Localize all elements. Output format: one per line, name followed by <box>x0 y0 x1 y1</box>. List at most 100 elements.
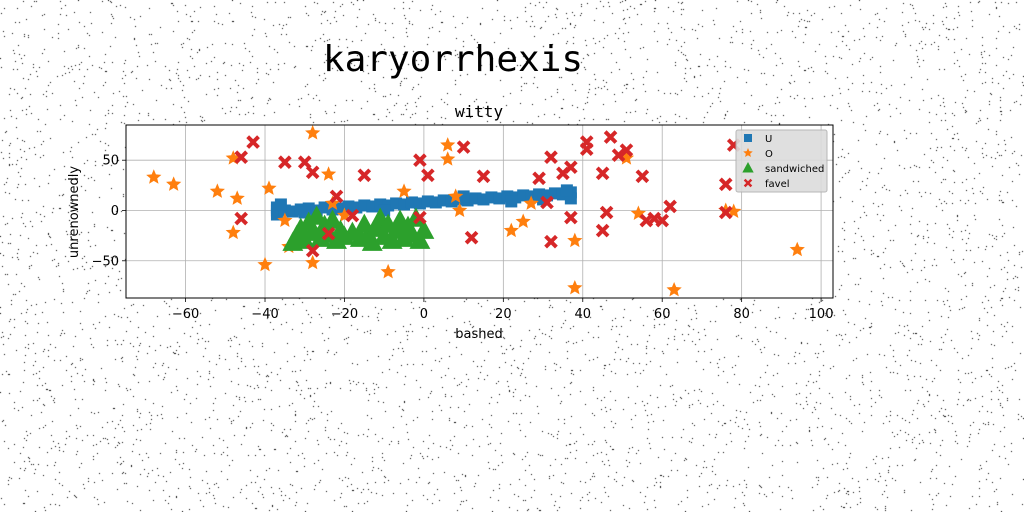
x-tick-label: −20 <box>331 307 358 322</box>
legend-frame <box>735 129 828 193</box>
x-tick-label: 40 <box>574 307 591 322</box>
data-point <box>413 219 435 239</box>
y-tick-label: 50 <box>102 154 119 169</box>
data-point <box>595 166 610 181</box>
data-point <box>246 135 260 149</box>
x-tick-label: 0 <box>420 307 428 322</box>
data-point <box>278 155 292 170</box>
data-point <box>396 183 412 198</box>
data-point <box>452 202 468 217</box>
legend-label: sandwiched <box>765 164 824 175</box>
data-point <box>234 150 248 164</box>
x-tick-label: 60 <box>654 307 671 322</box>
data-point <box>380 263 396 279</box>
data-point <box>282 231 304 251</box>
data-point <box>320 166 337 181</box>
data-point <box>305 254 321 270</box>
x-tick-label: −40 <box>251 307 278 322</box>
x-tick-label: 80 <box>733 307 750 322</box>
data-point <box>564 160 578 175</box>
data-point <box>567 232 583 248</box>
data-point <box>166 176 182 191</box>
data-point <box>655 213 670 228</box>
data-point <box>544 234 558 249</box>
data-point <box>564 210 578 225</box>
x-tick-label: −60 <box>172 307 199 322</box>
data-point <box>666 281 682 297</box>
data-point <box>635 169 650 184</box>
data-point <box>329 189 344 204</box>
data-point <box>599 205 614 220</box>
data-point <box>448 188 464 203</box>
data-point <box>421 168 435 183</box>
data-point <box>413 210 427 225</box>
data-point <box>297 155 312 170</box>
data-point <box>225 224 241 240</box>
data-point <box>567 279 583 295</box>
data-point <box>345 208 360 223</box>
chart-suptitle: karyorrhexis <box>323 39 583 80</box>
legend-label: O <box>765 149 773 160</box>
data-point <box>209 183 225 198</box>
data-point <box>405 207 427 227</box>
legend-marker <box>742 162 754 173</box>
data-point <box>305 125 321 140</box>
data-point <box>503 222 519 238</box>
data-point <box>234 211 248 226</box>
series-3 <box>282 205 435 251</box>
data-point <box>523 195 539 210</box>
legend-marker <box>743 148 753 158</box>
data-marks <box>146 125 805 297</box>
legend-label: U <box>765 134 772 145</box>
plot-frame <box>125 124 834 299</box>
data-point <box>413 153 427 167</box>
x-axis-label: bashed <box>455 327 502 342</box>
data-point <box>146 169 162 184</box>
data-point <box>540 195 554 210</box>
data-point <box>579 142 594 156</box>
y-axis-label: unrenownedly <box>67 166 82 258</box>
data-point <box>505 195 518 208</box>
series-4 <box>234 130 741 258</box>
data-point <box>456 140 471 154</box>
data-point <box>515 213 531 229</box>
x-tick-label: 20 <box>495 307 512 322</box>
data-point <box>409 229 431 249</box>
data-point <box>718 205 733 220</box>
data-point <box>277 212 293 228</box>
data-point <box>357 168 372 183</box>
y-tick-label: −50 <box>92 254 119 269</box>
data-point <box>261 180 277 195</box>
data-point <box>361 231 383 251</box>
data-point <box>619 143 634 157</box>
data-point <box>322 209 343 229</box>
chart-title: witty <box>455 102 504 121</box>
data-point <box>560 184 573 197</box>
data-point <box>464 230 479 245</box>
data-point <box>603 130 618 144</box>
data-point <box>440 151 456 166</box>
data-point <box>595 223 610 238</box>
data-point <box>476 169 491 184</box>
axis-ticks: −60 −40 −20 0 20 40 60 80 100 −50 0 50 <box>92 154 834 322</box>
data-point <box>229 190 245 205</box>
x-tick-label: 100 <box>809 307 834 322</box>
legend-label: favel <box>765 179 790 190</box>
data-point <box>718 177 733 192</box>
legend-marker <box>743 178 753 188</box>
y-tick-label: 0 <box>111 204 119 219</box>
data-point <box>257 256 273 272</box>
legend-marker <box>744 134 752 142</box>
data-point <box>611 148 626 162</box>
data-point <box>457 190 470 203</box>
data-point <box>305 243 320 258</box>
data-point <box>789 241 805 257</box>
data-point <box>305 165 320 180</box>
data-point <box>334 225 355 245</box>
data-point <box>532 171 546 186</box>
data-point <box>321 226 336 241</box>
data-point <box>663 199 677 214</box>
data-point <box>544 150 558 164</box>
